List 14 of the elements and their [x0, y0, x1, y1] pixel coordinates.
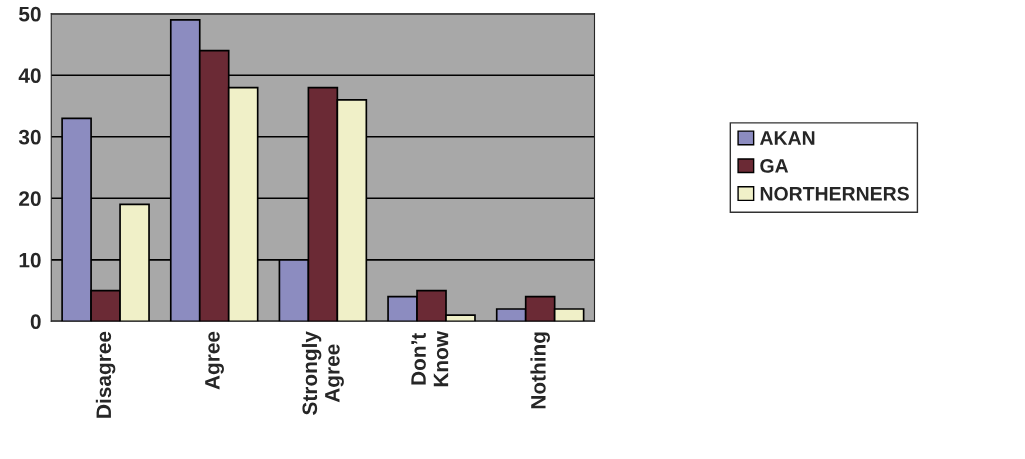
x-tick-label: Nothing	[530, 332, 550, 409]
x-tick-label: Disagree	[95, 331, 116, 418]
y-tick-label: 50	[19, 6, 41, 22]
legend-label: NORTHERNERS	[760, 186, 909, 201]
x-tick-label: Don’t Know	[411, 330, 449, 387]
legend-label: GA	[760, 158, 789, 173]
legend-label: AKAN	[759, 131, 815, 145]
y-tick-label: 10	[19, 252, 41, 268]
y-tick-label: 30	[18, 129, 41, 145]
x-tick-label: Strongly Agree	[301, 331, 344, 415]
y-tick-label: 20	[19, 191, 41, 207]
y-tick-label: 40	[18, 68, 41, 84]
x-tick-label: Agree	[205, 331, 224, 390]
y-tick-label: 0	[30, 314, 41, 330]
